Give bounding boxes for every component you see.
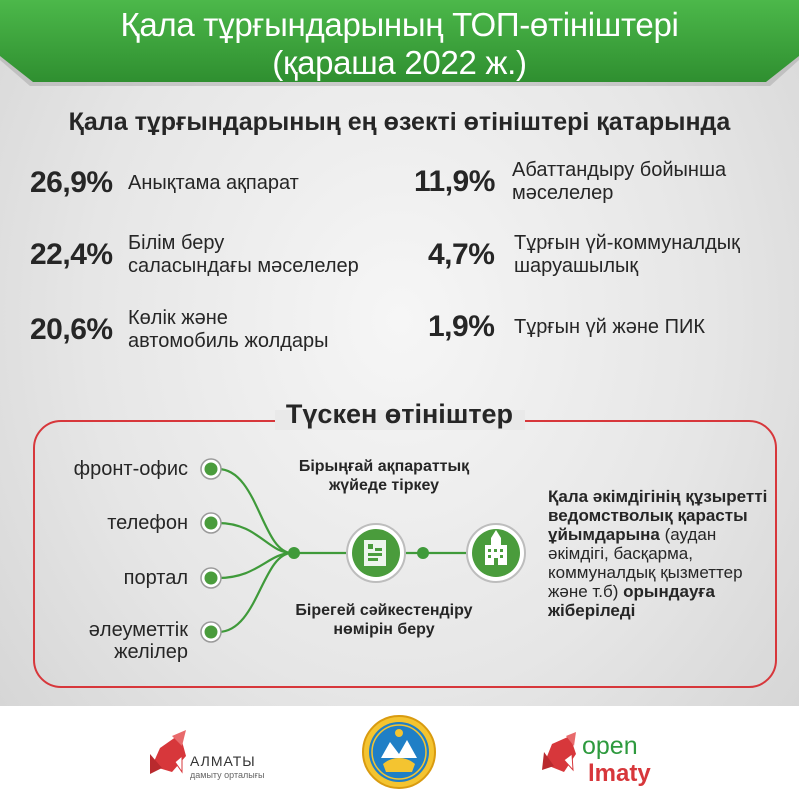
stat-item: 11,9% Абаттандыру бойынша мәселелер (414, 159, 726, 205)
stat-item: 4,7% Тұрғын үй-коммуналдық шаруашылық (428, 232, 740, 278)
stat-percent: 11,9% (414, 165, 495, 198)
stat-label: Тұрғын үй және ПИК (514, 315, 705, 338)
id-note: Бірегей сәйкестендіру нөмірін беру (295, 602, 473, 638)
city-emblem-icon (362, 715, 436, 789)
footer: АЛМАТЫ дамыту орталығы open lmaty (0, 706, 799, 800)
header-banner: Қала тұрғындарының ТОП-өтініштері (қараш… (0, 0, 799, 86)
page-title-date: (қараша 2022 ж.) (272, 44, 527, 81)
source-front-office: фронт-офис (73, 458, 188, 480)
panel-title-mask (275, 410, 525, 430)
source-phone: телефон (107, 512, 188, 534)
document-icon (364, 540, 386, 566)
stat-percent: 4,7% (428, 238, 495, 271)
stat-item: 22,4% Білім беру саласындағы мәселелер (30, 232, 359, 278)
register-note: Бірыңғай ақпараттық жүйеде тіркеу (298, 458, 470, 494)
stat-label: Білім беру саласындағы мәселелер (128, 232, 359, 277)
destination-bold-1: Қала әкімдігінің құзыретті ведомстволық … (548, 487, 768, 544)
stat-label: Абаттандыру бойынша мәселелер (512, 159, 727, 204)
open-logo-text: open (582, 732, 638, 760)
almaty-logo-subtext: дамыту орталығы (190, 770, 265, 780)
stat-item: 20,6% Көлік және автомобиль жолдары (30, 307, 329, 353)
source-nodes (200, 458, 222, 643)
incoming-title: Түскен өтініштер (285, 399, 514, 429)
page-title: Қала тұрғындарының ТОП-өтініштері (120, 6, 679, 43)
almaty-logo-icon (150, 730, 186, 774)
destination-text: Қала әкімдігінің құзыретті ведомстволық … (548, 487, 778, 620)
stat-percent: 20,6% (30, 313, 113, 346)
building-icon (485, 530, 507, 565)
source-social: әлеуметтік желілер (88, 619, 188, 663)
destination-detail: (аудан әкімдігі, басқарма, коммуналдық қ… (548, 525, 743, 601)
destination-bold-2: орындауға жіберіледі (548, 582, 715, 620)
almaty-logo-text: АЛМАТЫ (190, 753, 256, 769)
almaty-logo-word: lmaty (588, 760, 651, 787)
openalmaty-logo-icon (542, 732, 576, 772)
section-subtitle: Қала тұрғындарының ең өзекті өтініштері … (68, 108, 731, 136)
source-portal: портал (123, 567, 188, 589)
flow-diagram (200, 458, 526, 643)
stat-item: 26,9% Анықтама ақпарат (30, 166, 299, 200)
banner-shape (0, 0, 799, 86)
stat-label: Тұрғын үй-коммуналдық шаруашылық (514, 232, 740, 277)
panel-title: Түскен өтініштер (0, 399, 799, 430)
stat-percent: 26,9% (30, 166, 113, 199)
stat-percent: 1,9% (428, 310, 495, 343)
stat-item: 1,9% Тұрғын үй және ПИК (428, 310, 705, 344)
stat-percent: 22,4% (30, 238, 113, 271)
stat-label: Анықтама ақпарат (128, 171, 299, 194)
stat-label: Көлік және автомобиль жолдары (128, 307, 329, 352)
